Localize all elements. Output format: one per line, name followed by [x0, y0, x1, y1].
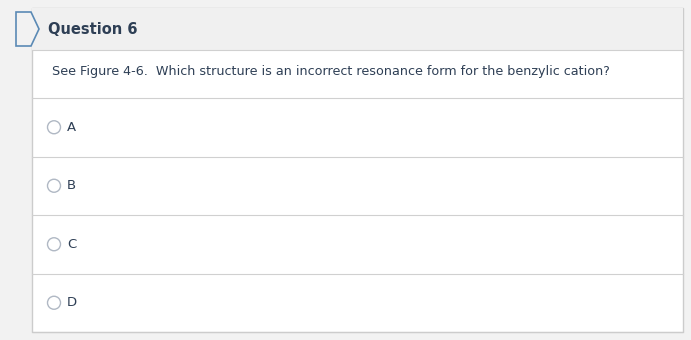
Text: Question 6: Question 6 — [48, 21, 138, 36]
Text: D: D — [67, 296, 77, 309]
Text: C: C — [67, 238, 76, 251]
Text: B: B — [67, 179, 76, 192]
Polygon shape — [16, 12, 39, 46]
Text: See Figure 4-6.  Which structure is an incorrect resonance form for the benzylic: See Figure 4-6. Which structure is an in… — [52, 66, 610, 79]
Bar — [32, 8, 683, 50]
Text: A: A — [67, 121, 76, 134]
